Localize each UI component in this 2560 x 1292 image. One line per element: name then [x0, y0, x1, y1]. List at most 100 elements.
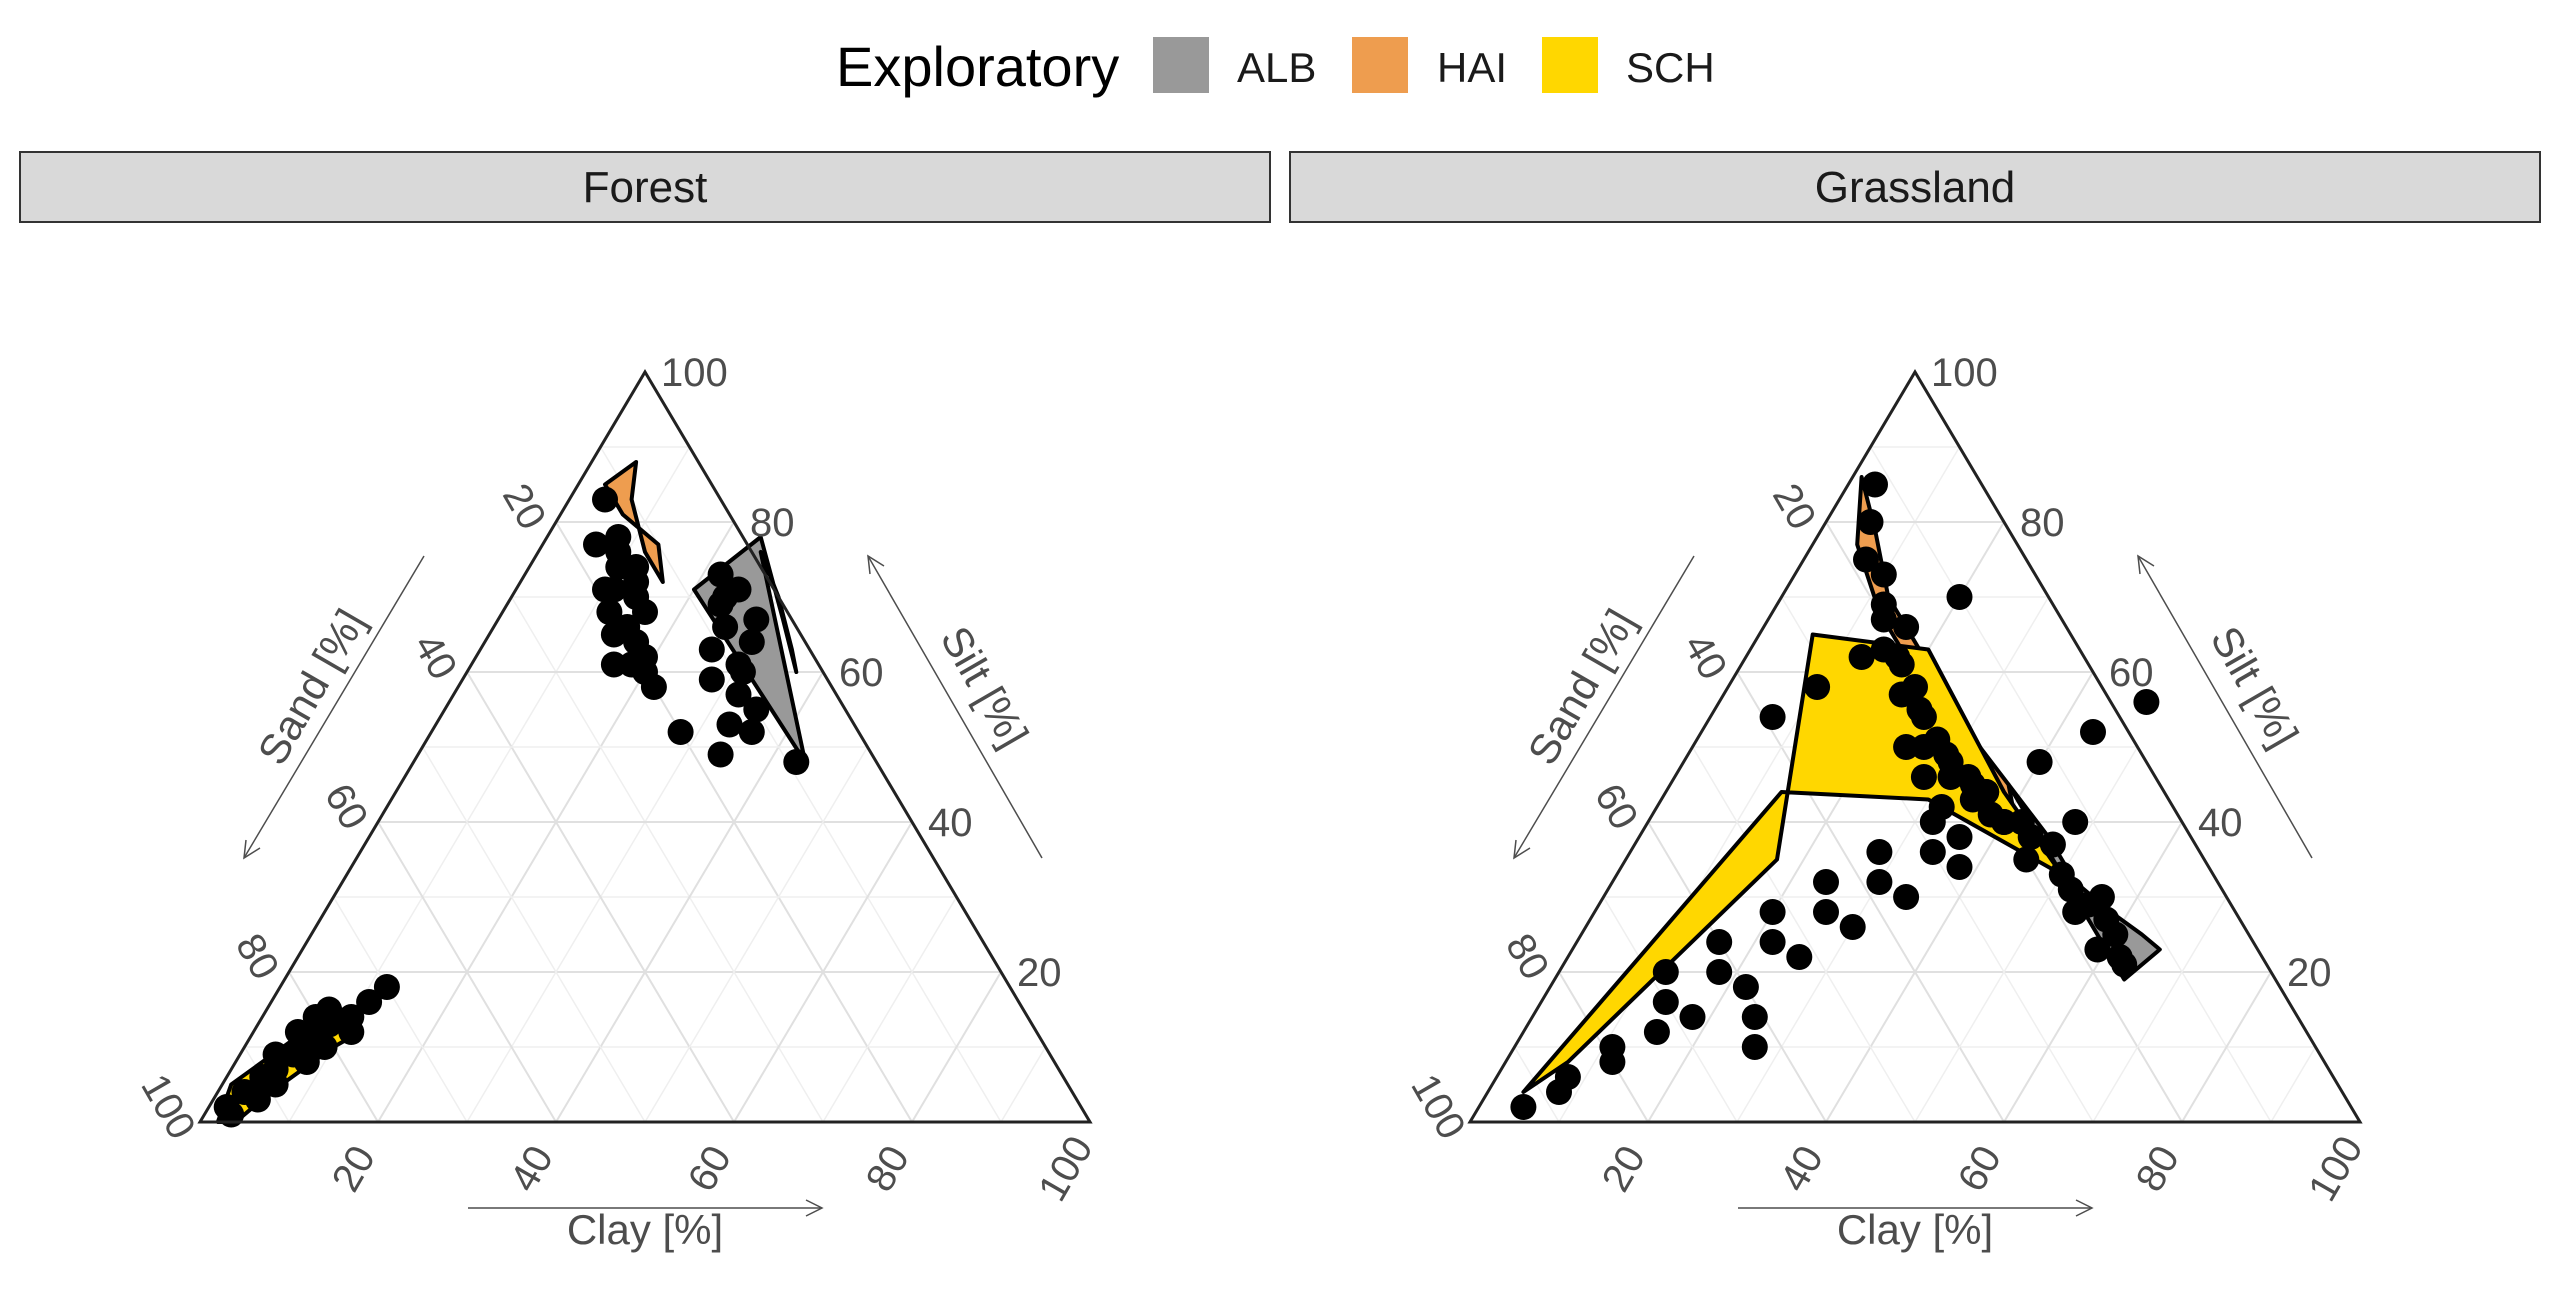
tick-label-clay: 60 [680, 1139, 740, 1200]
gridline-sand [377, 821, 557, 1123]
data-point-sch [1919, 839, 1946, 865]
tick-label-clay: 80 [858, 1139, 918, 1200]
axis-arrowhead-clay [805, 1199, 824, 1217]
axis-title-silt: Silt [%] [932, 618, 1038, 755]
tick-label-silt: 40 [2198, 801, 2243, 845]
tick-label-silt: 60 [839, 651, 884, 695]
data-point-sch [1759, 929, 1786, 955]
panel-strip-grassland [1289, 151, 2541, 223]
legend-item-alb: ALB [1153, 37, 1316, 93]
data-point-hai [2017, 824, 2044, 850]
data-point-alb [698, 636, 725, 663]
data-point-sch [1652, 959, 1679, 985]
legend-key-sch [1542, 37, 1598, 93]
tick-label-clay: 40 [1772, 1139, 1832, 1200]
legend-item-hai: HAI [1352, 37, 1507, 93]
data-point-sch [1848, 644, 1875, 670]
tick-label-clay: 80 [2128, 1139, 2188, 1200]
tick-label-sand: 100 [132, 1067, 203, 1147]
data-point-alb [707, 591, 734, 618]
data-point-alb [707, 561, 734, 588]
data-point-alb [2062, 899, 2089, 925]
tick-label-sand: 40 [405, 627, 465, 688]
tick-label-sand: 100 [1402, 1067, 1473, 1147]
data-point-sch [2026, 749, 2053, 775]
data-point-sch [1732, 974, 1759, 1000]
gridline-clay [2092, 896, 2228, 1123]
tick-label-silt: 80 [2020, 501, 2065, 545]
data-point-sch [1813, 899, 1839, 925]
axis-arrowhead-sand [243, 839, 261, 860]
data-point-alb [707, 741, 734, 768]
data-point-sch [1759, 899, 1786, 925]
ternary-frame-grassland [1467, 369, 2363, 1124]
tick-label-silt: 60 [2109, 651, 2154, 695]
data-point-sch [1813, 869, 1839, 895]
data-point-sch [218, 1101, 245, 1128]
tick-label-sand: 40 [1675, 627, 1735, 688]
legend-label-alb: ALB [1237, 44, 1316, 91]
gridline-sand [599, 446, 1002, 1123]
data-point-sch [1679, 1004, 1706, 1030]
data-point-alb [2062, 809, 2089, 835]
tick-label-sand: 20 [494, 477, 554, 538]
data-point-sch [2080, 719, 2106, 745]
tick-label-silt: 40 [928, 801, 973, 845]
data-point-sch [1946, 854, 1973, 880]
data-point-alb [743, 696, 770, 723]
data-point-sch [1866, 869, 1893, 895]
data-point-alb [698, 666, 725, 693]
legend-label-hai: HAI [1437, 44, 1507, 91]
data-point-sch [1804, 674, 1831, 700]
gridline-clay [911, 971, 1002, 1123]
data-point-sch [1741, 1034, 1768, 1060]
legend-title: Exploratory [836, 35, 1119, 98]
ternary-frame [1467, 369, 2363, 1124]
data-point-alb [2013, 846, 2040, 873]
data-point-hai [600, 576, 627, 603]
tick-label-clay: 100 [1030, 1129, 1101, 1209]
data-point-hai [623, 554, 650, 580]
data-point-alb [783, 749, 810, 775]
data-point-hai [605, 539, 632, 565]
data-point-sch [1893, 884, 1920, 910]
panel-grassland: Grassland 20 20 20 40 40 40 60 60 60 80 80 80 100 100… [1289, 151, 2541, 1253]
data-point-sch [1706, 959, 1733, 985]
axis-arrow-silt [867, 555, 1043, 859]
panel-title-grassland: Grassland [1815, 163, 2016, 212]
gridline-clay [2003, 821, 2183, 1123]
legend-key-hai [1352, 37, 1408, 93]
panel-title-forest: Forest [583, 163, 708, 212]
data-point-sch [1599, 1034, 1626, 1060]
tick-label-sand: 60 [316, 777, 376, 838]
gridline-clay [2181, 971, 2272, 1123]
data-point-alb [712, 614, 739, 640]
data-point-alb [2111, 951, 2138, 978]
gridline-sand [1647, 821, 1827, 1123]
axis-arrowhead-sand [1513, 839, 1531, 860]
gridline-clay [1000, 1046, 1047, 1123]
data-point-hai [1884, 644, 1911, 670]
data-point-sch [1839, 914, 1866, 940]
gridline-sand [510, 596, 824, 1123]
tick-label-sand: 60 [1586, 777, 1646, 838]
ternary-frame-forest [197, 369, 1093, 1124]
data-point-sch [373, 974, 400, 1000]
data-point-sch [1928, 794, 1955, 820]
axis-title-sand: Sand [%] [248, 601, 374, 772]
legend-key-alb [1153, 37, 1209, 93]
data-point-alb [2088, 884, 2115, 910]
axis-arrow-sand [243, 555, 425, 859]
gridline-sand [421, 746, 646, 1123]
legend-item-sch: SCH [1542, 37, 1715, 93]
data-point-alb [725, 681, 752, 708]
data-point-hai [1888, 681, 1915, 708]
data-point-sch [244, 1086, 271, 1113]
data-point-hai [614, 614, 641, 640]
tick-label-silt: 20 [1017, 951, 1062, 995]
data-point-sch [262, 1071, 289, 1098]
tick-label-sand: 80 [1497, 927, 1557, 988]
data-point-alb [743, 606, 770, 633]
gridline-clay [2270, 1046, 2317, 1123]
gridline-clay [466, 596, 780, 1123]
